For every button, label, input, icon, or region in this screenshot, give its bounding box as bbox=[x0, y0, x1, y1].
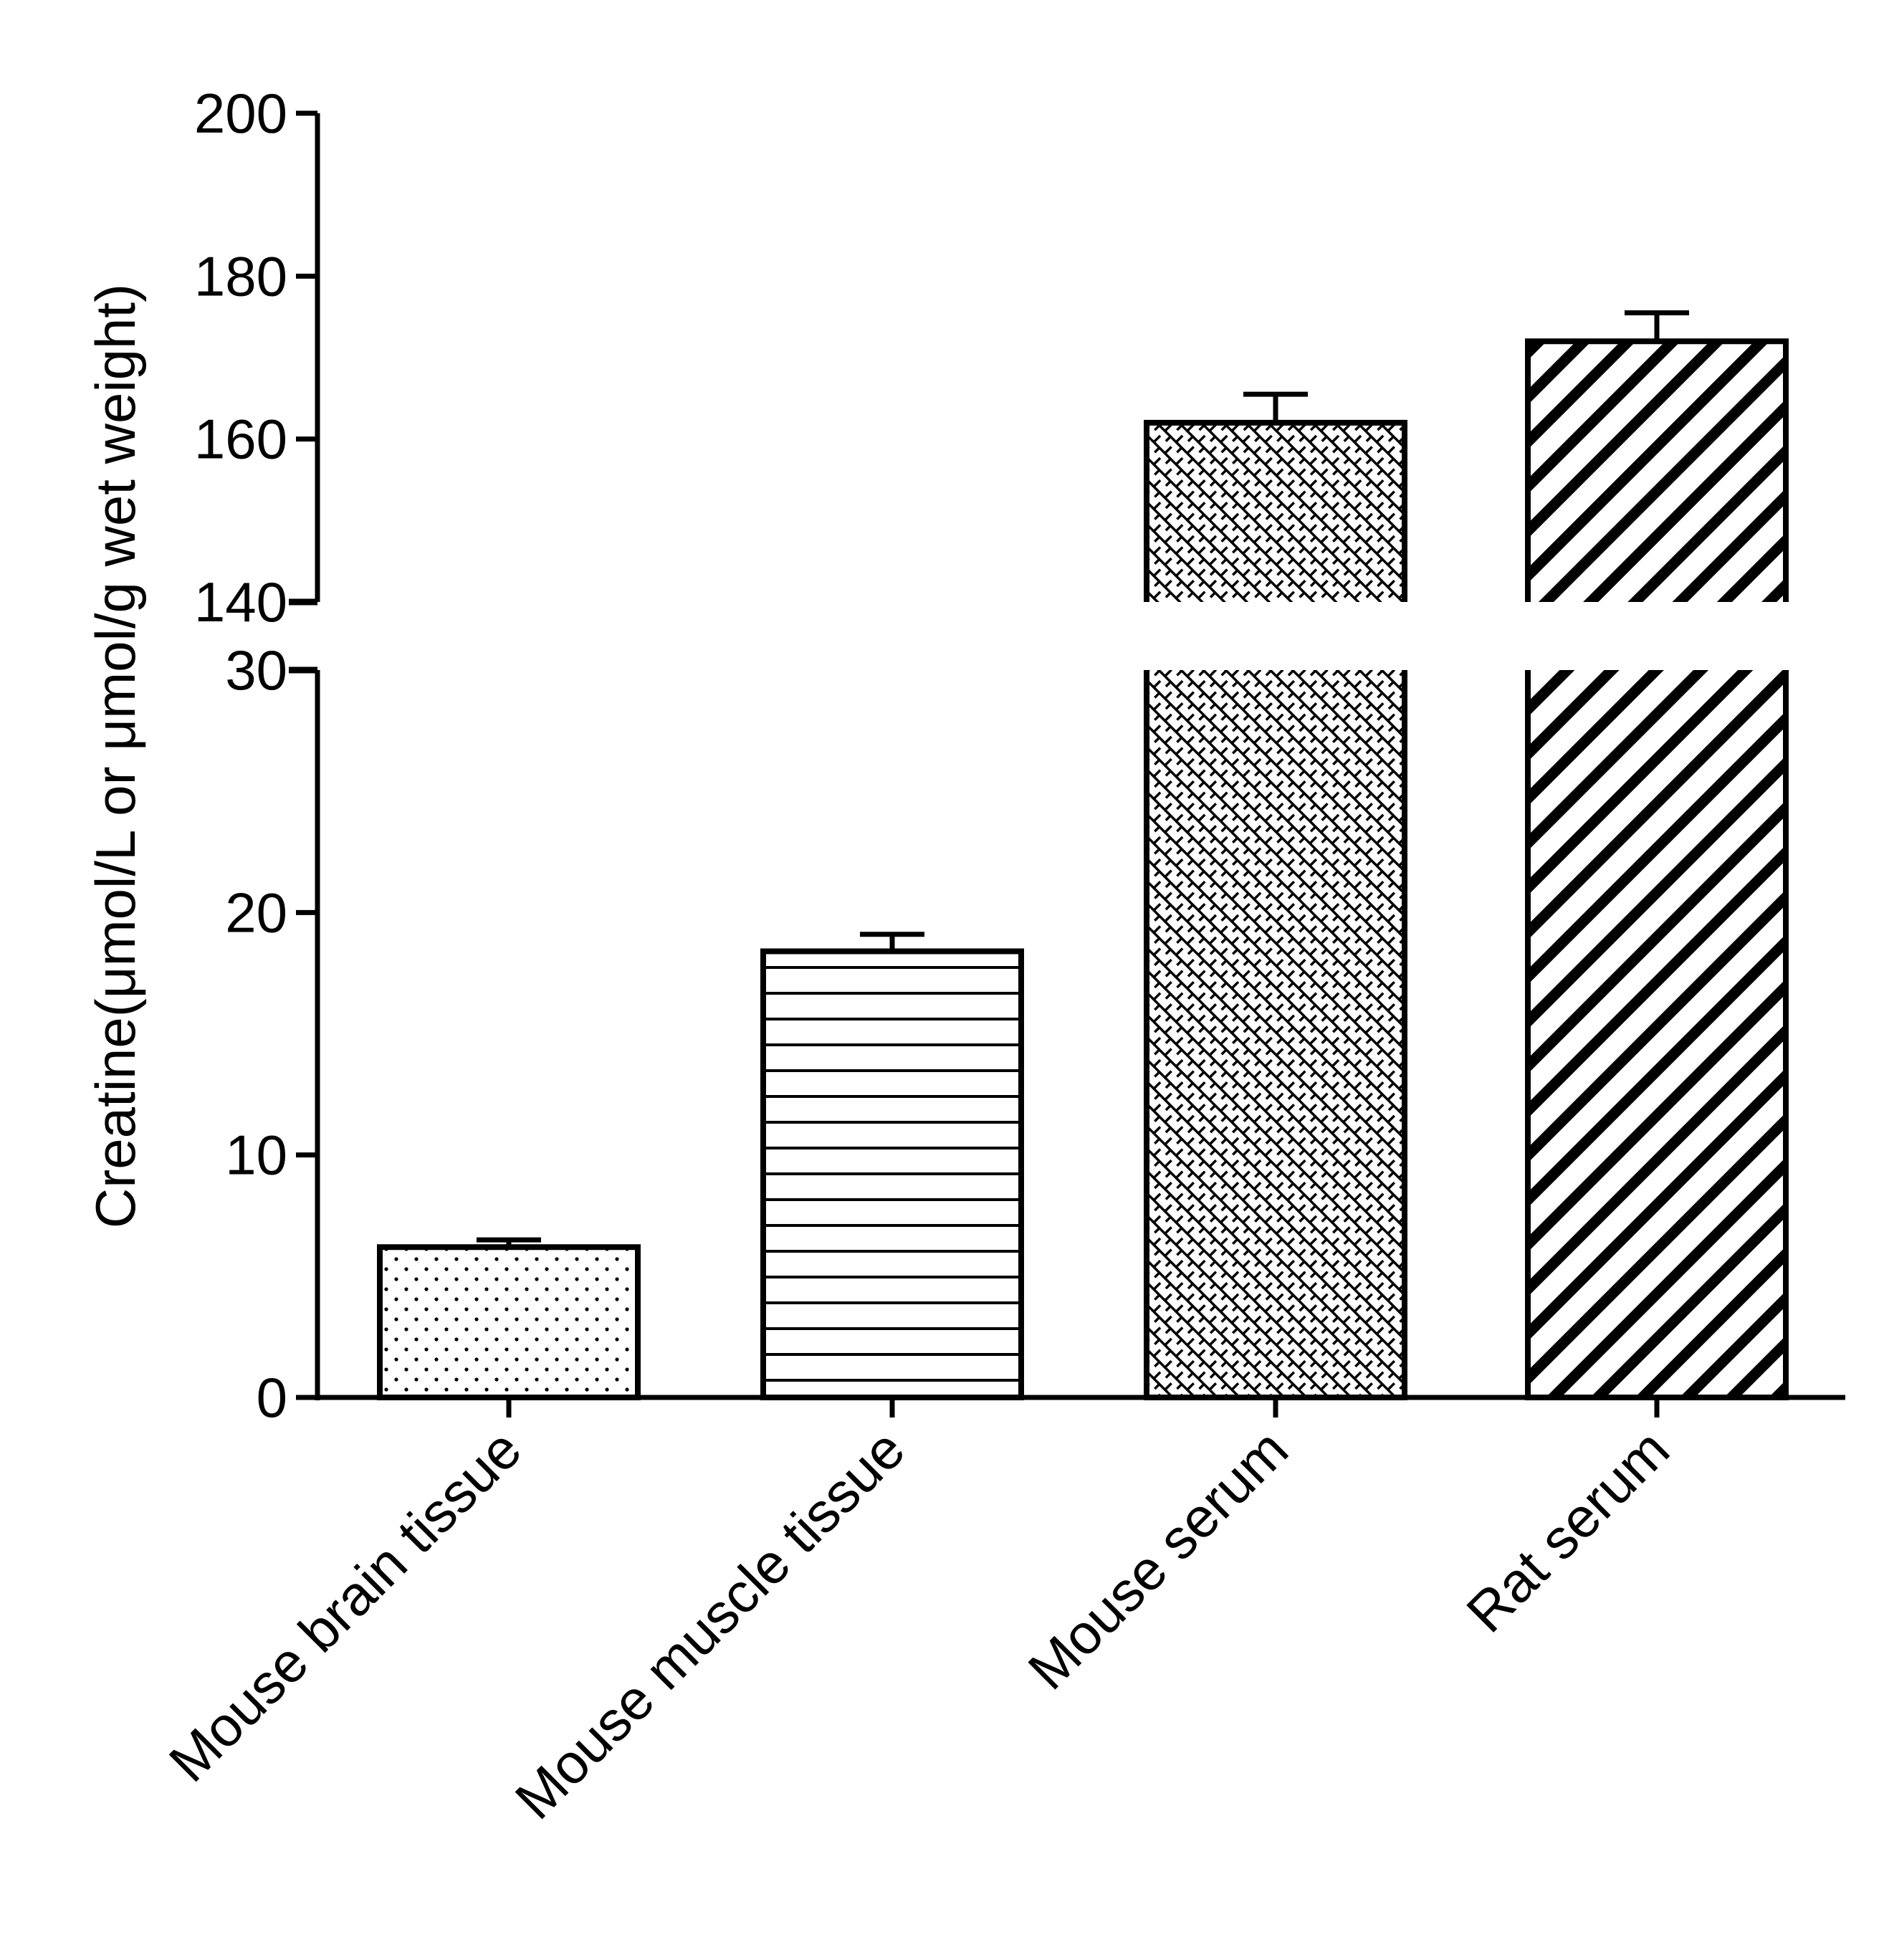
bar bbox=[760, 948, 1024, 1400]
bar-lower-fill bbox=[1528, 670, 1786, 1397]
bar-2 bbox=[1144, 391, 1407, 1400]
x-tick-label: Mouse muscle tissue bbox=[503, 1418, 917, 1831]
y-tick-label: 10 bbox=[225, 1124, 287, 1187]
y-tick-label: 0 bbox=[257, 1366, 287, 1429]
bar-lower-outline bbox=[1525, 670, 1789, 1400]
y-tick-label: 20 bbox=[225, 881, 287, 944]
y-tick-label: 140 bbox=[194, 570, 287, 634]
bars bbox=[377, 310, 1789, 1400]
bar-upper-fill bbox=[1147, 422, 1405, 602]
x-tick-label: Mouse serum bbox=[1016, 1418, 1300, 1701]
y-tick-label: 30 bbox=[225, 639, 287, 702]
bar bbox=[377, 1244, 641, 1400]
y-axis-title: Creatine(μmol/L or μmol/g wet weight) bbox=[84, 284, 147, 1228]
bar-lower-outline bbox=[1144, 670, 1407, 1400]
y-tick-label: 200 bbox=[194, 82, 287, 145]
bar-upper-fill bbox=[1528, 341, 1786, 602]
bar-0 bbox=[377, 1237, 641, 1400]
bar-1 bbox=[760, 932, 1024, 1400]
y-tick-label: 180 bbox=[194, 244, 287, 307]
x-tick-label: Rat serum bbox=[1454, 1418, 1681, 1645]
bar-lower-fill bbox=[1147, 670, 1405, 1397]
y-tick-label: 160 bbox=[194, 408, 287, 471]
bar-upper-outline bbox=[1525, 338, 1789, 602]
bar-3 bbox=[1525, 310, 1789, 1400]
x-tick-label: Mouse brain tissue bbox=[157, 1418, 533, 1794]
